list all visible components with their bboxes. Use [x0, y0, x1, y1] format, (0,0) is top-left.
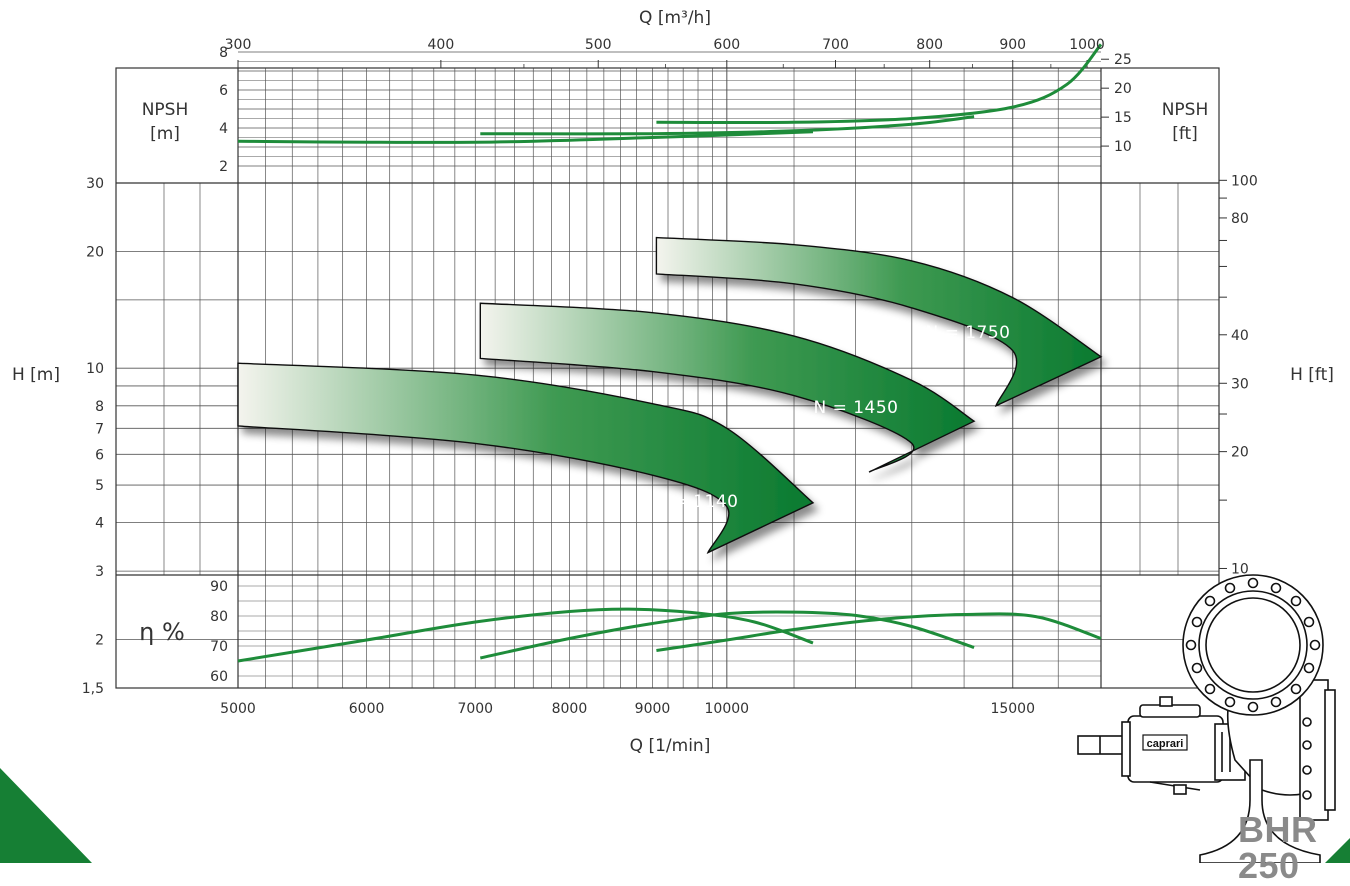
npsh-curve-1: [237, 130, 814, 144]
x-top-tick: 1000: [1069, 37, 1105, 53]
efficiency-curve-2: [479, 610, 975, 660]
npsh-left-tick: 2: [219, 159, 228, 175]
x-top-tick: 900: [999, 37, 1026, 53]
h-left-label: H [m]: [12, 365, 60, 385]
band-n1140: [237, 362, 815, 554]
x-bottom-tick: 6000: [349, 701, 385, 717]
efficiency-curve-1: [237, 607, 814, 663]
band-label: N = 1450: [813, 398, 898, 418]
band-label: N = 1750: [925, 323, 1010, 343]
npsh-right-tick: 20: [1114, 81, 1132, 97]
eta-tick: 80: [210, 609, 228, 625]
x-top-tick: 500: [585, 37, 612, 53]
pump-performance-chart: N = 1140 N = 1450 N = 1750 300 400 500 600 700…: [0, 8, 1350, 863]
h-right-tick: 30: [1231, 376, 1249, 392]
tick-labels: 300 400 500 600 700 800 900 1000 5000 6000 7000 800…: [82, 37, 1258, 717]
x-bottom-tick: 5000: [220, 701, 256, 717]
x-bottom-tick: 8000: [552, 701, 588, 717]
band-label: N = 1140: [653, 492, 738, 512]
product-title: BHR 250: [1238, 809, 1318, 886]
eta-tick: 70: [210, 639, 228, 655]
h-left-tick: 8: [95, 399, 104, 415]
x-bottom-tick: 7000: [457, 701, 493, 717]
h-left-tick: 10: [86, 361, 104, 377]
npsh-left-tick: 8: [219, 45, 228, 61]
h-right-tick: 100: [1231, 173, 1258, 189]
corner-accent-left: [0, 768, 92, 863]
npsh-curves: [237, 43, 1103, 144]
npsh-left-label: NPSH [m]: [142, 100, 189, 144]
npsh-right-tick: 15: [1114, 110, 1132, 126]
x-top-tick: 800: [916, 37, 943, 53]
x-bottom-tick: 15000: [990, 701, 1035, 717]
h-left-tick: 5: [95, 478, 104, 494]
h-left-tick: 30: [86, 176, 104, 192]
x-top-tick: 400: [428, 37, 455, 53]
x-bottom-tick: 9000: [635, 701, 671, 717]
pump-illustration: [1077, 574, 1336, 863]
npsh-curve-3: [656, 43, 1103, 125]
eta-tick: 60: [210, 669, 228, 685]
h-left-tick: 20: [86, 244, 104, 260]
x-bottom-tick: 10000: [705, 701, 750, 717]
efficiency-curve-3: [656, 612, 1102, 652]
band-n1750: [655, 236, 1103, 408]
nameplate-text: caprari: [1147, 738, 1184, 750]
h-left-tick: 3: [95, 564, 104, 580]
npsh-right-tick: 25: [1114, 52, 1132, 68]
band-n1450: [479, 302, 976, 473]
h-left-tick: 1,5: [82, 681, 104, 697]
efficiency-curves: [237, 607, 1102, 663]
npsh-left-tick: 6: [219, 83, 228, 99]
x-top-tick: 700: [822, 37, 849, 53]
x-top-tick: 300: [225, 37, 252, 53]
h-right-tick: 10: [1231, 561, 1249, 577]
h-left-tick: 6: [95, 447, 104, 463]
npsh-right-label: NPSH [ft]: [1162, 100, 1209, 144]
h-right-tick: 40: [1231, 328, 1249, 344]
h-right-tick: 80: [1231, 211, 1249, 227]
x-bottom-label: Q [1/min]: [630, 736, 711, 756]
h-right-label: H [ft]: [1290, 365, 1334, 385]
corner-accent-right: [1325, 838, 1350, 863]
h-left-tick: 2: [95, 633, 104, 649]
x-top-tick: 600: [713, 37, 740, 53]
h-left-tick: 7: [95, 421, 104, 437]
npsh-left-tick: 4: [219, 121, 228, 137]
eta-label: η %: [139, 618, 185, 646]
eta-tick: 90: [210, 579, 228, 595]
x-top-label: Q [m³/h]: [639, 8, 711, 28]
npsh-curve-2: [480, 115, 975, 136]
npsh-right-tick: 10: [1114, 139, 1132, 155]
h-right-tick: 20: [1231, 445, 1249, 461]
h-left-tick: 4: [95, 516, 104, 532]
operating-bands: N = 1140 N = 1450 N = 1750: [237, 236, 1103, 554]
